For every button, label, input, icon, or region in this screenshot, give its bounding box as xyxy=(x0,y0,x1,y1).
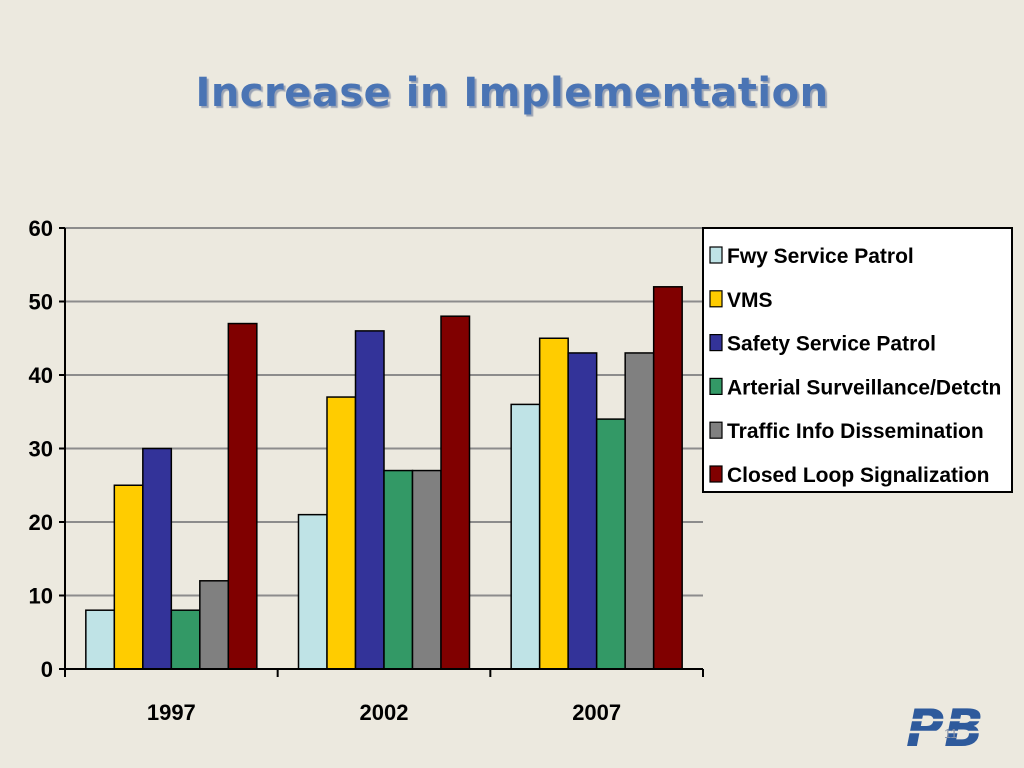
y-tick-label: 20 xyxy=(29,510,53,535)
legend-swatch xyxy=(709,246,723,264)
legend-swatch xyxy=(709,465,723,483)
bar-traffic-info-dissemination-2002 xyxy=(411,469,442,670)
legend-box xyxy=(702,227,1013,493)
bar-traffic-info-dissemination-1997 xyxy=(199,580,230,670)
bar-fwy-service-patrol-1997 xyxy=(85,609,116,670)
legend-label: Fwy Service Patrol xyxy=(727,245,914,268)
y-tick-label: 40 xyxy=(29,363,53,388)
legend: Fwy Service Patrol VMS Safety Service Patr… xyxy=(702,227,1013,493)
legend-swatch xyxy=(709,334,723,352)
legend-label: Traffic Info Dissemination xyxy=(727,420,984,443)
y-tick-label: 10 xyxy=(29,584,53,609)
y-tick-label: 0 xyxy=(41,657,53,682)
bar-closed-loop-signalization-2002 xyxy=(440,315,471,670)
slide-title: Increase in Implementation xyxy=(195,70,829,116)
x-category-label: 1997 xyxy=(147,700,196,725)
legend-label: Closed Loop Signalization xyxy=(727,464,990,487)
bar-vms-2007 xyxy=(538,337,569,670)
bar-vms-1997 xyxy=(113,484,144,670)
bar-arterial-surveillance-detctn-1997 xyxy=(170,609,201,670)
legend-swatch xyxy=(709,377,723,395)
bar-safety-service-patrol-2002 xyxy=(354,330,385,670)
bar-arterial-surveillance-detctn-2007 xyxy=(595,418,626,670)
y-tick-label: 60 xyxy=(29,216,53,241)
pb-logo-text: PB xyxy=(906,699,984,752)
bars xyxy=(85,286,683,670)
slide-number: 11 xyxy=(944,726,958,741)
legend-label: Arterial Surveillance/Detctn xyxy=(727,376,1001,399)
legend-label: Safety Service Patrol xyxy=(727,333,936,356)
bar-arterial-surveillance-detctn-2002 xyxy=(383,469,414,670)
bar-fwy-service-patrol-2007 xyxy=(510,403,541,670)
bar-safety-service-patrol-1997 xyxy=(142,447,173,670)
bar-closed-loop-signalization-1997 xyxy=(227,322,258,670)
pb-logo: PB xyxy=(902,699,1002,752)
legend-swatch xyxy=(709,421,723,439)
bar-vms-2002 xyxy=(326,396,357,670)
axes: 0 10 20 30 40 50 60 1997 2002 2007 xyxy=(29,216,704,725)
x-category-label: 2007 xyxy=(572,700,621,725)
bar-closed-loop-signalization-2007 xyxy=(652,286,683,670)
x-category-label: 2002 xyxy=(360,700,409,725)
legend-label: VMS xyxy=(727,289,773,312)
bar-traffic-info-dissemination-2007 xyxy=(624,352,655,670)
bar-safety-service-patrol-2007 xyxy=(567,352,598,670)
bar-fwy-service-patrol-2002 xyxy=(297,513,328,670)
legend-swatch xyxy=(709,290,723,308)
y-tick-label: 30 xyxy=(29,437,53,462)
y-tick-label: 50 xyxy=(29,290,53,315)
